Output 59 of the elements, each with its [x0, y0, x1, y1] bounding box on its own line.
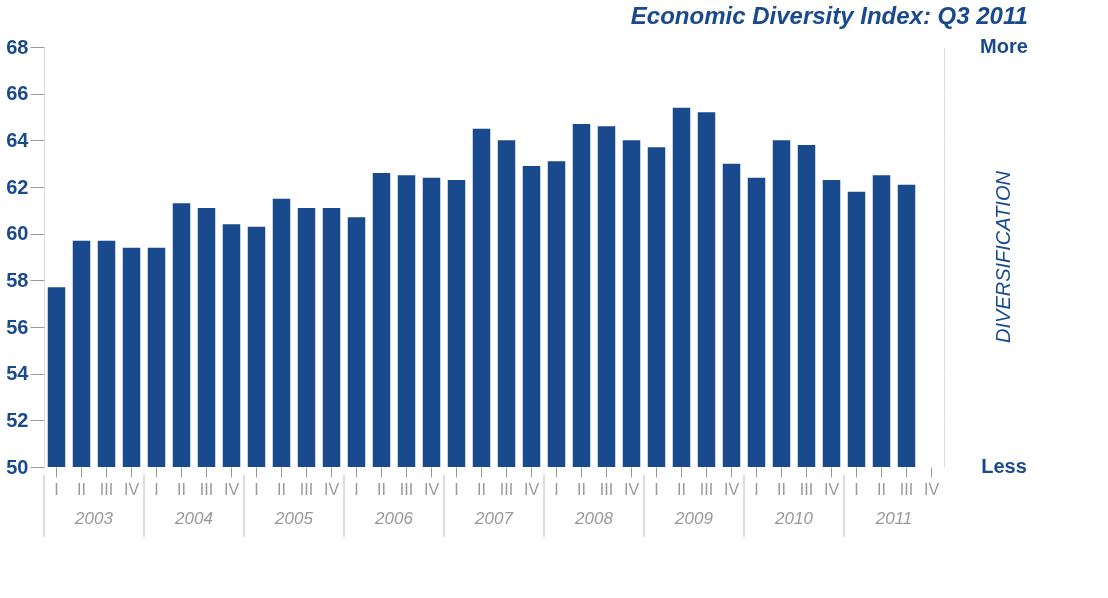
text: 2007 [474, 509, 514, 528]
x-tick-label: III [299, 480, 314, 498]
x-tick-label: I [54, 480, 59, 498]
x-tick-label: II [877, 480, 886, 498]
x-tick-label: IV [123, 480, 140, 498]
x-tick-label: III [99, 480, 114, 498]
x-tick-label: IV [923, 480, 940, 498]
y-tick-label: 52 [6, 408, 29, 431]
x-tick-label: III [599, 480, 614, 498]
text: 2008 [574, 509, 614, 528]
y-tick-label: 54 [6, 362, 30, 385]
text: 2006 [374, 509, 414, 528]
x-tick-label: I [754, 480, 759, 498]
y-tick-label: 50 [6, 455, 29, 478]
x-tick-label: II [277, 480, 286, 498]
text: More [980, 35, 1028, 57]
text: 2010 [774, 509, 814, 528]
x-tick-label: IV [323, 480, 340, 498]
text: DIVERSIFICATION [992, 170, 1014, 343]
x-tick-label: I [654, 480, 659, 498]
text: 2004 [174, 509, 213, 528]
x-tick-label: II [377, 480, 386, 498]
x-tick-label: II [577, 480, 586, 498]
x-tick-label: II [477, 480, 486, 498]
x-tick-label: I [854, 480, 859, 498]
y-tick-label: 64 [6, 128, 30, 151]
x-tick-label: I [354, 480, 359, 498]
y-tick-label: 60 [6, 222, 29, 245]
x-tick-label: I [554, 480, 559, 498]
text: 2009 [674, 509, 714, 528]
y-tick-label: 58 [6, 268, 29, 291]
x-tick-label: II [777, 480, 786, 498]
x-tick-label: II [77, 480, 86, 498]
x-tick-label: IV [823, 480, 840, 498]
text: Less [981, 455, 1027, 477]
x-tick-label: IV [423, 480, 440, 498]
x-tick-label: III [199, 480, 214, 498]
text: 2003 [74, 509, 114, 528]
x-tick-label: III [399, 480, 414, 498]
x-tick-label: III [799, 480, 814, 498]
chart-title: Economic Diversity Index: Q3 2011 [630, 2, 1028, 29]
x-tick-label: IV [723, 480, 740, 498]
x-tick-label: IV [623, 480, 640, 498]
x-tick-label: IV [523, 480, 540, 498]
x-tick-label: II [177, 480, 186, 498]
x-tick-label: III [499, 480, 514, 498]
x-tick-label: III [699, 480, 714, 498]
y-tick-label: 62 [6, 175, 29, 198]
y-tick-label: 68 [6, 35, 29, 58]
y-tick-label: 66 [6, 82, 29, 105]
x-tick-label: II [677, 480, 686, 498]
y-tick-label: 56 [6, 315, 29, 338]
x-tick-label: I [454, 480, 459, 498]
x-tick-label: I [254, 480, 259, 498]
x-tick-label: I [154, 480, 159, 498]
text: 2005 [274, 509, 314, 528]
x-tick-label: IV [223, 480, 240, 498]
x-tick-label: III [899, 480, 914, 498]
text: 2011 [874, 509, 913, 528]
